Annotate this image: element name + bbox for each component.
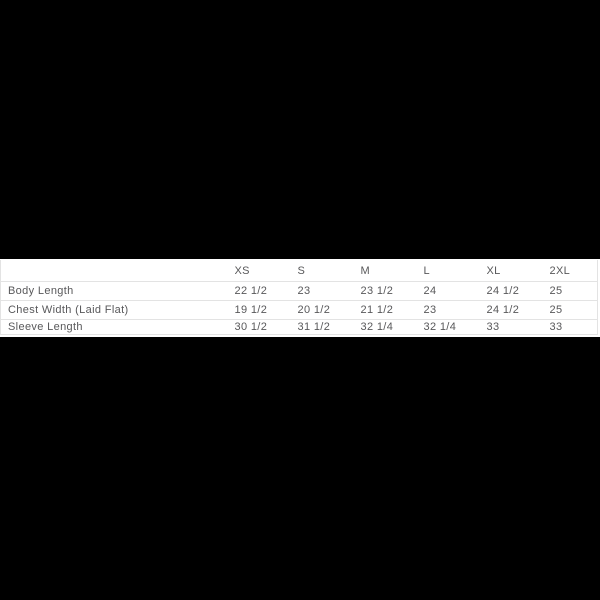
table-row-chest-width: Chest Width (Laid Flat) 19 1/2 20 1/2 21… [0, 300, 598, 320]
size-chart-header-l: L [423, 260, 487, 282]
cell-value: 20 1/2 [297, 300, 361, 320]
cell-value: 23 [423, 300, 487, 320]
size-chart-table: XS S M L XL 2XL Body Length 22 1/2 23 23… [0, 260, 598, 335]
cell-value: 31 1/2 [297, 319, 361, 335]
size-chart-header-xs: XS [234, 260, 298, 282]
cell-value: 23 [297, 281, 361, 301]
size-chart-header-2xl: 2XL [549, 260, 598, 282]
size-chart-header-s: S [297, 260, 361, 282]
cell-value: 33 [549, 319, 598, 335]
cell-value: 24 [423, 281, 487, 301]
cell-value: 21 1/2 [360, 300, 424, 320]
cell-value: 19 1/2 [234, 300, 298, 320]
cell-value: 24 1/2 [486, 300, 550, 320]
table-row-sleeve-length: Sleeve Length 30 1/2 31 1/2 32 1/4 32 1/… [0, 319, 598, 335]
cell-value: 32 1/4 [423, 319, 487, 335]
cell-value: 30 1/2 [234, 319, 298, 335]
cell-value: 25 [549, 300, 598, 320]
size-chart-header-m: M [360, 260, 424, 282]
size-chart-header-xl: XL [486, 260, 550, 282]
cell-value: 24 1/2 [486, 281, 550, 301]
cell-value: 25 [549, 281, 598, 301]
cell-value: 23 1/2 [360, 281, 424, 301]
size-chart-header-row: XS S M L XL 2XL [0, 260, 598, 282]
row-label: Chest Width (Laid Flat) [0, 300, 235, 320]
row-label: Body Length [0, 281, 235, 301]
cell-value: 32 1/4 [360, 319, 424, 335]
cell-value: 33 [486, 319, 550, 335]
row-label: Sleeve Length [0, 319, 235, 335]
size-chart-header-empty [0, 260, 235, 282]
cell-value: 22 1/2 [234, 281, 298, 301]
size-chart-section: XS S M L XL 2XL Body Length 22 1/2 23 23… [0, 259, 600, 337]
table-row-body-length: Body Length 22 1/2 23 23 1/2 24 24 1/2 2… [0, 281, 598, 301]
